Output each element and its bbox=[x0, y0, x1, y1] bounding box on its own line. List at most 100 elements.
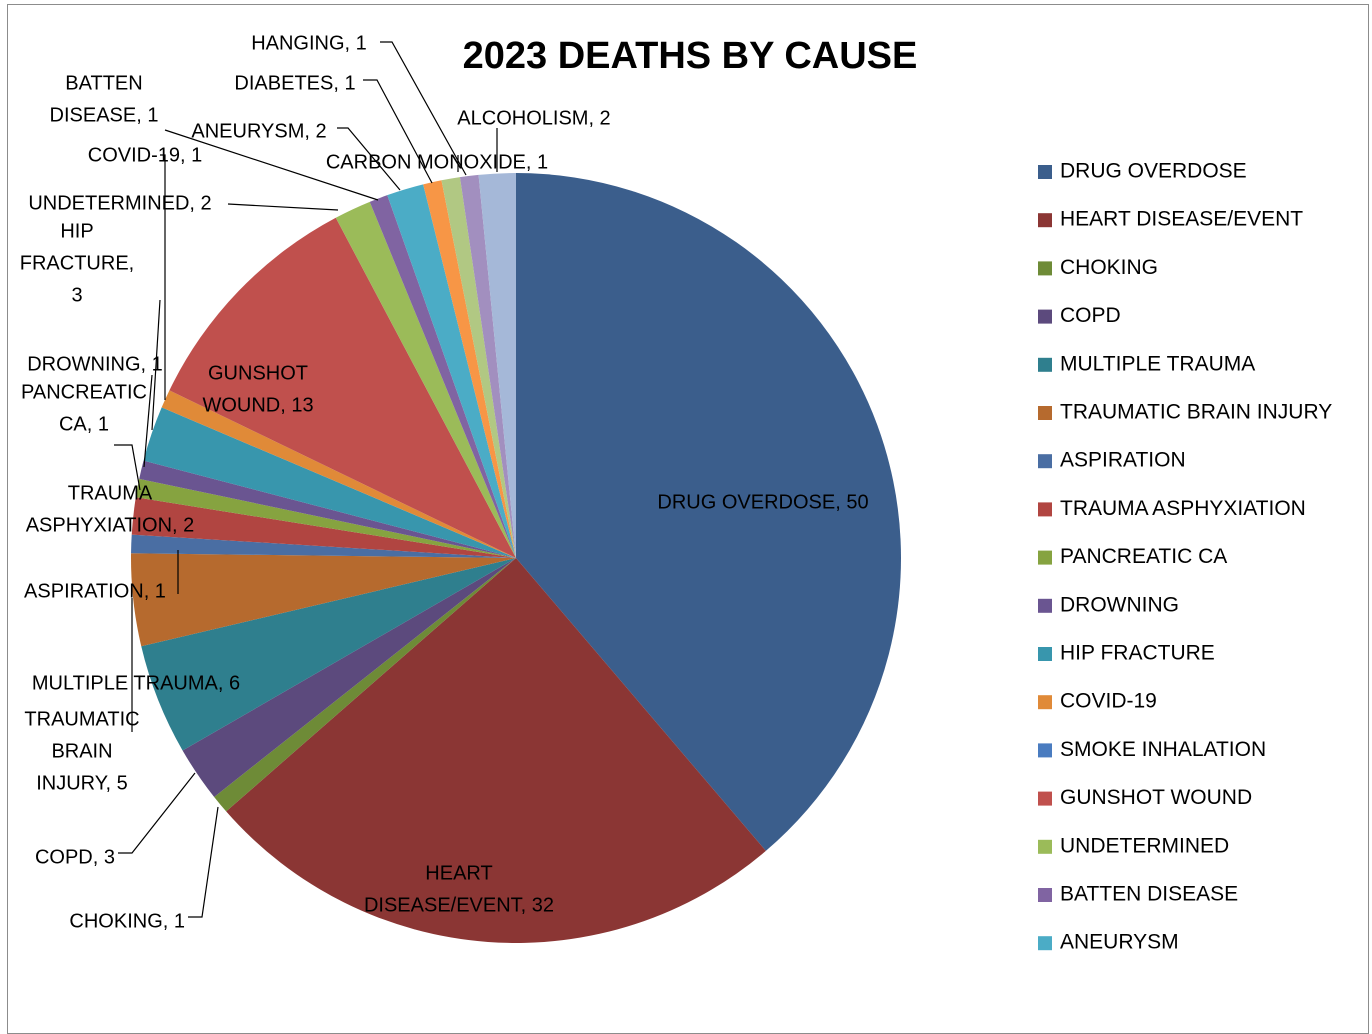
legend-label: GUNSHOT WOUND bbox=[1060, 786, 1252, 809]
legend-label: SMOKE INHALATION bbox=[1060, 738, 1266, 761]
pie-slices bbox=[131, 173, 902, 944]
legend-label: DRUG OVERDOSE bbox=[1060, 160, 1247, 183]
slice-drug-overdose bbox=[516, 173, 902, 851]
data-label-heart-disease-event: HEART bbox=[425, 862, 492, 884]
data-label-alcoholism: ALCOHOLISM, 2 bbox=[457, 107, 610, 129]
data-label-aspiration: ASPIRATION, 1 bbox=[24, 580, 166, 602]
slice-alcoholism bbox=[478, 173, 516, 558]
slice-heart-disease-event bbox=[226, 558, 766, 944]
legend-item-batten-disease: BATTEN DISEASE bbox=[1038, 883, 1238, 906]
data-label-batten-disease: DISEASE, 1 bbox=[50, 104, 159, 126]
legend-label: ANEURYSM bbox=[1060, 931, 1179, 954]
data-label-trauma-asphyxiation: TRAUMA bbox=[68, 482, 153, 504]
data-label-carbon-monoxide: CARBON MONOXIDE, 1 bbox=[326, 151, 548, 173]
data-labels: DRUG OVERDOSE, 50 HEART DISEASE/EVENT, 32 C… bbox=[20, 32, 869, 932]
legend-swatch bbox=[1038, 936, 1052, 951]
slice-trauma-asphyxiation bbox=[131, 497, 516, 558]
legend-swatch bbox=[1038, 165, 1052, 179]
data-label-drug-overdose: DRUG OVERDOSE, 50 bbox=[657, 491, 868, 513]
data-label-multiple-trauma: MULTIPLE TRAUMA, 6 bbox=[32, 672, 240, 694]
legend-item-trauma-asphyxiation: TRAUMA ASPHYXIATION bbox=[1038, 497, 1306, 520]
legend-label: UNDETERMINED bbox=[1060, 834, 1229, 857]
legend-item-aspiration: ASPIRATION bbox=[1038, 449, 1186, 472]
data-label-traumatic-brain-injury: INJURY, 5 bbox=[36, 772, 128, 794]
leader-line-pancreatic-ca bbox=[114, 444, 141, 491]
data-label-batten-disease: BATTEN bbox=[65, 72, 142, 94]
legend-swatch bbox=[1038, 357, 1052, 372]
legend-swatch bbox=[1038, 406, 1052, 420]
legend-item-multiple-trauma: MULTIPLE TRAUMA bbox=[1038, 352, 1255, 375]
slice-carbon-monoxide bbox=[441, 177, 516, 558]
data-label-pancreatic-ca: CA, 1 bbox=[59, 413, 109, 435]
data-label-drowning: DROWNING, 1 bbox=[27, 353, 163, 375]
data-label-gunshot-wound: WOUND, 13 bbox=[202, 394, 313, 416]
leader-line-drowning bbox=[143, 374, 153, 468]
data-label-choking: CHOKING, 1 bbox=[69, 910, 185, 932]
legend-label: HIP FRACTURE bbox=[1060, 642, 1215, 665]
legend-item-undetermined: UNDETERMINED bbox=[1038, 834, 1229, 857]
leader-line-choking bbox=[188, 806, 219, 918]
leader-line-undetermined bbox=[227, 203, 339, 211]
legend-item-pancreatic-ca: PANCREATIC CA bbox=[1038, 545, 1227, 568]
legend-label: HEART DISEASE/EVENT bbox=[1060, 208, 1303, 231]
legend-swatch bbox=[1038, 791, 1052, 806]
slice-traumatic-brain-injury bbox=[131, 553, 516, 647]
legend-item-aneurysm: ANEURYSM bbox=[1038, 931, 1179, 954]
slice-hanging bbox=[459, 174, 516, 558]
legend: DRUG OVERDOSE HEART DISEASE/EVENT CHOKING C… bbox=[1038, 160, 1332, 954]
legend-item-hip-fracture: HIP FRACTURE bbox=[1038, 642, 1215, 665]
legend-item-heart-disease-event: HEART DISEASE/EVENT bbox=[1038, 208, 1303, 231]
slice-gunshot-wound bbox=[169, 217, 517, 558]
slice-drowning bbox=[139, 460, 516, 558]
slice-multiple-trauma bbox=[141, 558, 516, 751]
legend-swatch bbox=[1038, 309, 1052, 324]
legend-label: TRAUMATIC BRAIN INJURY bbox=[1060, 401, 1332, 424]
data-label-hip-fracture: FRACTURE, bbox=[20, 252, 134, 274]
legend-label: MULTIPLE TRAUMA bbox=[1060, 352, 1255, 375]
legend-label: CHOKING bbox=[1060, 256, 1158, 279]
legend-swatch bbox=[1038, 261, 1052, 276]
leader-line-aneurysm bbox=[337, 127, 401, 191]
legend-swatch bbox=[1038, 888, 1052, 902]
legend-label: BATTEN DISEASE bbox=[1060, 883, 1238, 906]
legend-item-covid-19: COVID-19 bbox=[1038, 690, 1157, 713]
data-label-heart-disease-event: DISEASE/EVENT, 32 bbox=[364, 894, 554, 916]
legend-label: ASPIRATION bbox=[1060, 449, 1186, 472]
legend-item-choking: CHOKING bbox=[1038, 256, 1158, 279]
data-label-aneurysm: ANEURYSM, 2 bbox=[191, 120, 326, 142]
data-label-pancreatic-ca: PANCREATIC bbox=[21, 381, 147, 403]
legend-label: COPD bbox=[1060, 304, 1121, 327]
legend-label: DROWNING bbox=[1060, 593, 1179, 616]
legend-item-drowning: DROWNING bbox=[1038, 593, 1179, 616]
slice-diabetes bbox=[423, 180, 516, 558]
leader-line-diabetes bbox=[363, 79, 433, 184]
data-label-undetermined: UNDETERMINED, 2 bbox=[28, 192, 211, 214]
legend-swatch bbox=[1038, 213, 1052, 228]
data-label-hip-fracture: 3 bbox=[71, 284, 82, 306]
legend-swatch bbox=[1038, 454, 1052, 469]
legend-swatch bbox=[1038, 695, 1052, 710]
leader-line-batten-disease bbox=[164, 129, 379, 201]
legend-label: PANCREATIC CA bbox=[1060, 545, 1227, 568]
slice-batten-disease bbox=[369, 195, 516, 558]
slice-aspiration bbox=[131, 534, 516, 558]
legend-swatch bbox=[1038, 502, 1052, 517]
label-leader-lines bbox=[114, 41, 498, 918]
data-label-hip-fracture: HIP bbox=[60, 220, 93, 242]
legend-swatch bbox=[1038, 839, 1052, 854]
chart-title: 2023 DEATHS BY CAUSE bbox=[463, 35, 918, 77]
slice-choking bbox=[214, 558, 516, 812]
slice-pancreatic-ca bbox=[135, 478, 516, 558]
slice-aneurysm bbox=[387, 184, 516, 559]
data-label-gunshot-wound: GUNSHOT bbox=[208, 362, 308, 384]
legend-swatch bbox=[1038, 647, 1052, 661]
slice-undetermined bbox=[335, 201, 516, 559]
slice-copd bbox=[182, 558, 516, 797]
data-label-hanging: HANGING, 1 bbox=[251, 32, 367, 54]
legend-swatch bbox=[1038, 743, 1052, 758]
data-label-covid-19: COVID-19, 1 bbox=[88, 144, 202, 166]
legend-item-drug-overdose: DRUG OVERDOSE bbox=[1038, 160, 1247, 183]
legend-item-gunshot-wound: GUNSHOT WOUND bbox=[1038, 786, 1252, 809]
data-label-diabetes: DIABETES, 1 bbox=[234, 72, 355, 94]
